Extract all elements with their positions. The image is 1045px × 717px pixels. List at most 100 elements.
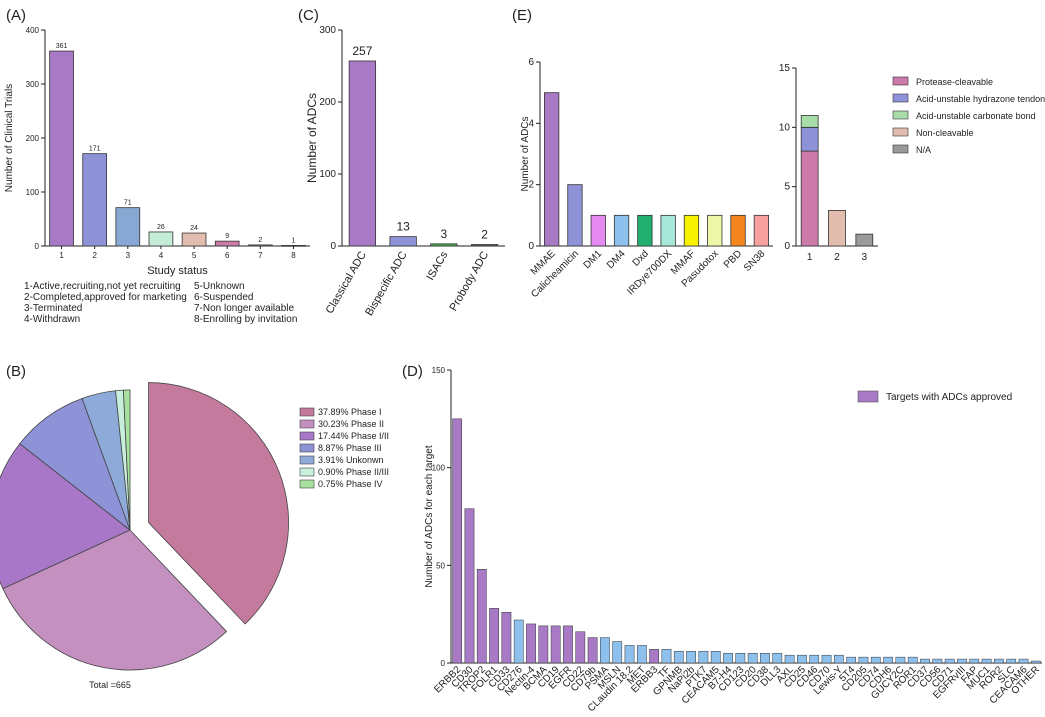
bar [981,658,992,664]
legend-swatch [299,443,315,453]
legend-text: 5-Unknown [194,281,245,292]
stacked-bar-segment [800,115,819,128]
bar [348,60,377,247]
bar [846,656,857,664]
legend-text: 30.23% Phase II [318,419,384,429]
legend-swatch [892,93,909,103]
data-label: 13 [396,220,410,234]
bar [660,214,676,247]
legend-swatch [299,479,315,489]
bar [115,207,141,247]
x-tick-label: SN38 [742,248,768,274]
bar [753,214,769,247]
legend-swatch [892,127,909,137]
stacked-bar-segment [828,209,846,247]
y-tick-label: 0 [784,241,790,252]
x-tick-label: 5 [192,251,197,260]
bar [575,631,586,664]
y-tick-label: 5 [784,182,790,193]
bar [1030,660,1041,664]
y-tick-label: 300 [26,80,40,89]
panel-label-a: (A) [6,7,26,24]
bar [513,619,524,664]
y-tick-label: 6 [528,57,534,68]
bar [883,656,893,664]
chart-d-targets: 050100150ERBB2CD30TROP2FOLR1CD33CD276Nec… [424,366,1042,714]
legend-text: 0.75% Phase IV [318,479,383,489]
bar [747,652,758,664]
legend-text: 3-Terminated [24,303,82,314]
legend-swatch [299,455,315,465]
y-tick-label: 300 [319,25,336,36]
stacked-bar-segment [855,233,874,247]
data-label: 26 [157,224,165,231]
bar [944,658,955,664]
legend-text: 8-Enrolling by invitation [194,314,297,325]
bar [82,153,108,247]
legend-text: Non-cleavable [916,128,974,138]
bar [464,508,475,664]
data-label: 3 [441,227,448,241]
bar [994,658,1004,664]
x-axis-label: Study status [147,265,208,277]
x-tick-label: PBD [722,248,744,270]
bar [612,641,623,664]
bar [730,214,746,247]
data-label: 361 [56,43,68,50]
y-tick-label: 0 [35,242,40,251]
data-label: 171 [89,146,101,153]
legend-text: 7-Non longer available [194,303,295,314]
bar [470,244,499,247]
pie-total-label: Total =665 [89,680,131,690]
bar [833,654,844,664]
y-tick-label: 10 [779,122,791,133]
bar [49,50,74,247]
legend-text: Targets with ADCs approved [886,392,1012,403]
bar [567,184,583,247]
y-tick-label: 50 [436,561,445,570]
x-tick-label: Classical ADC [324,249,369,315]
bar [760,652,770,664]
panel-label-c: (C) [298,7,319,24]
legend-swatch [892,144,909,154]
x-tick-label: 2 [834,252,840,263]
legend-text: 37.89% Phase I [318,407,382,417]
bar [686,651,696,664]
bar [673,651,684,664]
bar [784,654,795,664]
bar [501,611,512,664]
bar [430,243,458,247]
bar [550,625,561,664]
legend-swatch [299,407,315,417]
chart-b-pie: 37.89% Phase I 30.23% Phase II 17.44% Phas… [0,382,389,690]
bar [476,568,487,664]
pie-slice [2,529,228,671]
data-label: 24 [190,225,198,232]
bar [489,608,499,664]
x-tick-label: 1 [807,252,813,263]
legend-swatch [299,467,315,477]
x-tick-label: 7 [258,251,263,260]
legend-text: 0.90% Phase II/III [318,467,389,477]
bar [821,654,832,664]
bar [969,658,980,664]
legend-swatch [892,76,909,86]
pie-slice [0,443,131,590]
legend-text: 8.87% Phase III [318,443,382,453]
x-tick-label: DM1 [582,248,605,271]
bar [452,418,463,664]
bar [895,656,906,664]
bar [858,656,869,664]
legend-text: N/A [916,145,931,155]
bar [148,231,174,247]
bar [661,649,672,664]
chart-e-linkers: 0 5 10 15 1 2 3 Protease-cleavable Acid-unstable… [779,63,1045,263]
bar [389,236,417,247]
legend-swatch [299,419,315,429]
legend-text: Acid-unstable hydrazone tendon [916,94,1045,104]
bar [181,232,207,247]
bar [683,214,700,247]
bar [957,658,967,664]
bar [707,214,723,247]
